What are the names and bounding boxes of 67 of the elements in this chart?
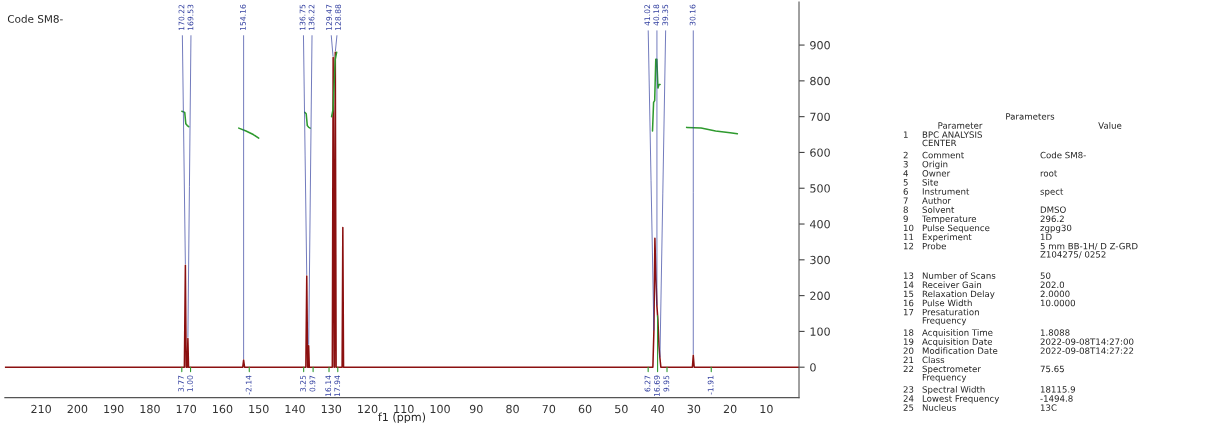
line-series [237, 127, 260, 139]
line-series [651, 58, 661, 132]
x-tick-label: 120 [358, 404, 378, 414]
text: 19 Acquisition Date 2022-09-08T14:27:00 [903, 338, 1134, 347]
text: 24 Lowest Frequency -1494.8 [903, 395, 1073, 404]
text: 13 Number of Scans 50 [903, 272, 1051, 279]
x-tick-label: 20 [723, 404, 737, 414]
x-tick-label: 80 [506, 404, 519, 414]
line-series [685, 126, 739, 135]
text: 1 BPC ANALYSIS CENTER [903, 131, 982, 147]
text: 9 Temperature 296.2 [903, 215, 1064, 224]
text: 14 Receiver Gain 202.0 [903, 281, 1065, 289]
x-tick-label: 10 [760, 404, 773, 414]
text: 8 Solvent DMSO [903, 206, 1066, 213]
y-tick-label: 300 [810, 255, 830, 265]
y-tick-label: 0 [810, 363, 816, 372]
line-series [181, 110, 190, 128]
text: 22 Spectrometer Frequency 75.65 [903, 365, 1064, 383]
x-tick-label: 90 [469, 404, 483, 414]
y-tick-label: 400 [809, 220, 830, 229]
x-tick-label: 210 [31, 404, 51, 414]
text: 18 Acquisition Time 1.8088 [903, 329, 1070, 338]
y-tick-label: 600 [810, 148, 830, 157]
x-tick-label: 50 [615, 404, 628, 414]
x-tick-label: 190 [104, 404, 124, 414]
text: 7 Author [903, 197, 951, 204]
line-series [330, 51, 338, 118]
x-tick-label: 130 [321, 404, 342, 414]
x-axis-title: f1 (ppm) [378, 412, 426, 423]
y-tick-label: 900 [810, 41, 830, 50]
x-tick-label: 200 [67, 404, 88, 414]
text: 21 Class [903, 356, 945, 364]
x-tick-label: 140 [285, 404, 305, 414]
text: 12 Probe 5 mm BB-1H/ D Z-GRD Z104275/ 0252 [903, 242, 1138, 259]
text: 2 Comment Code SM8- [903, 151, 1086, 159]
text: 11 Experiment 1D [903, 233, 1052, 242]
y-tick-label: 200 [810, 291, 830, 300]
text: 6 Instrument spect [903, 188, 1064, 197]
x-tick-label: 110 [394, 404, 414, 414]
text: 4 Owner root [903, 170, 1058, 177]
x-tick-label: 160 [213, 404, 233, 414]
text: 3 Origin [903, 160, 948, 170]
text: Parameter Value [938, 122, 1122, 129]
x-tick-label: 100 [430, 404, 450, 414]
x-tick-label: 180 [140, 404, 160, 414]
text: 23 Spectral Width 18115.9 [903, 386, 1075, 395]
x-tick-label: 30 [687, 404, 701, 414]
text: 25 Nucleus 13C [903, 404, 1057, 411]
text: 16 Pulse Width 10.0000 [903, 299, 1076, 307]
y-tick-label: 700 [810, 112, 830, 122]
text: Parameters [1006, 113, 1055, 120]
x-tick-label: 150 [249, 404, 269, 414]
y-tick-label: 800 [810, 76, 830, 86]
y-tick-label: 100 [810, 327, 830, 336]
text: Code SM8- [7, 14, 63, 23]
x-tick-label: 60 [578, 404, 592, 414]
text: 20 Modification Date 2022-09-08T14:27:22 [903, 347, 1134, 354]
text: 10 Pulse Sequence zgpg30 [903, 224, 1072, 233]
text: 17 Presaturation Frequency [903, 308, 979, 326]
line-series [4, 51, 800, 368]
text: 5 Site [903, 178, 939, 186]
line-series [303, 111, 311, 129]
x-tick-label: 40 [651, 404, 664, 414]
x-tick-label: 170 [176, 404, 197, 414]
x-tick-label: 70 [542, 404, 556, 414]
y-tick-label: 500 [810, 184, 830, 193]
text: 15 Relaxation Delay 2.0000 [903, 290, 1070, 299]
